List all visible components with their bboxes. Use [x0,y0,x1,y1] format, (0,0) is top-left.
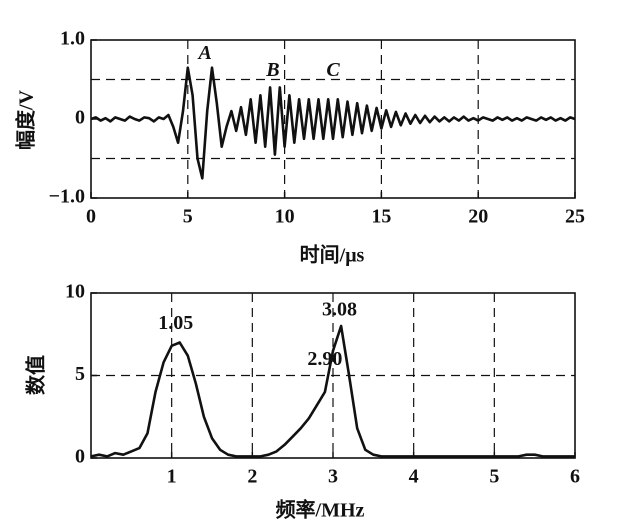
plot-frame [90,292,576,459]
annotation: B [265,59,279,81]
y-tick-label: 10 [65,281,85,303]
x-tick-label: 25 [565,206,585,228]
y-axis-title: 幅度/V [14,89,38,150]
x-tick-label: 4 [409,466,419,488]
y-tick-label: 5 [75,363,85,385]
x-tick-label: 0 [86,206,96,228]
x-tick-label: 15 [371,206,391,228]
y-tick-label: −1.0 [49,186,85,208]
signal-line [90,324,575,458]
annotation: 3.08 [322,299,357,321]
x-tick-label: 1 [167,466,177,488]
y-tick-label: 0 [75,446,85,468]
x-tick-label: 20 [468,206,488,228]
x-tick-label: 6 [570,466,580,488]
y-tick-label: 1.0 [60,28,85,50]
annotation: 1.05 [158,312,193,334]
x-tick-label: 10 [275,206,295,228]
x-tick-label: 5 [183,206,193,228]
annotation: A [197,42,212,64]
x-axis-title: 频率/MHz [276,498,365,522]
x-tick-label: 5 [489,466,499,488]
annotation: C [326,59,340,81]
x-axis-title: 时间/μs [300,244,365,267]
y-tick-label: 0 [75,107,85,129]
signal-line [90,66,576,180]
x-tick-label: 2 [247,466,257,488]
x-tick-label: 3 [328,466,338,488]
annotation: 2.90 [307,348,342,370]
y-axis-title: 数值 [24,355,48,395]
